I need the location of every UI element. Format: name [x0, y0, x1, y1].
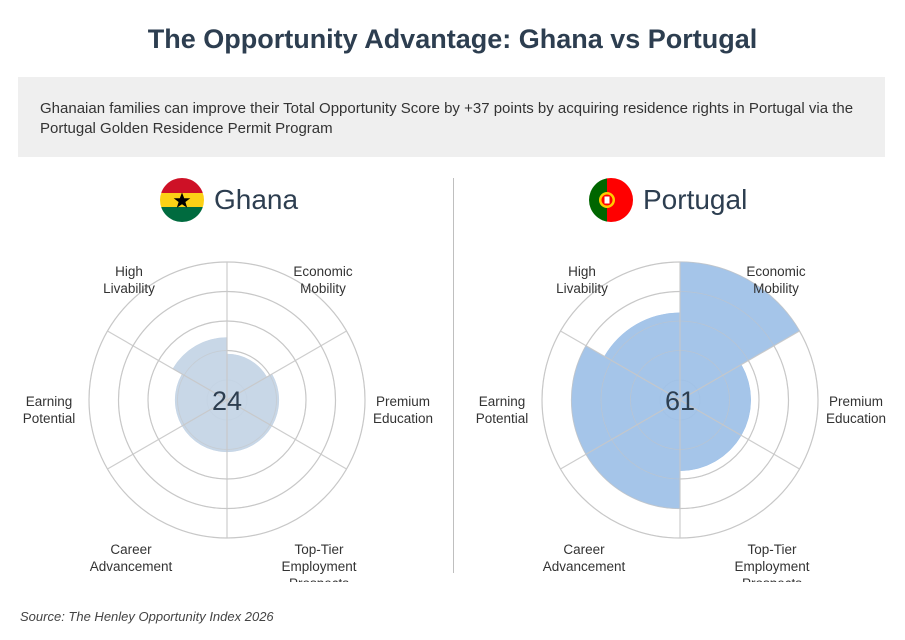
ghana-label-high-livability: High Livability	[103, 264, 155, 296]
ghana-spoke	[226, 399, 347, 470]
portugal-country-name: Portugal	[643, 184, 748, 215]
portugal-grid-ring-overlay	[630, 350, 730, 450]
ghana-sector-premium-education	[226, 373, 280, 427]
portugal-label-economic-mobility: Economic Mobility	[746, 264, 806, 296]
ghana-total-score: 24	[212, 386, 242, 416]
ghana-header: Ghana	[160, 178, 298, 222]
portugal-flag-icon	[589, 178, 633, 222]
portugal-spoke	[679, 330, 800, 401]
portugal-spoke	[560, 330, 681, 401]
chart-title: The Opportunity Advantage: Ghana vs Port…	[147, 24, 758, 54]
ghana-sector-earning-potential	[174, 373, 228, 427]
summary-banner: Ghanaian families can improve their Tota…	[18, 77, 885, 157]
portugal-grid-ring-overlay	[541, 261, 819, 539]
portugal-label-career-advancement: Career Advancement	[543, 542, 626, 574]
ghana-sector-top-tier-employment-prospects	[226, 399, 273, 453]
portugal-grid-ring-overlay	[600, 320, 760, 480]
ghana-country-name: Ghana	[214, 184, 299, 215]
ghana-spoke	[107, 399, 228, 470]
ghana-label-economic-mobility: Economic Mobility	[293, 264, 353, 296]
portugal-radar-chart: 61 Economic Mobility Premium Education Top-Ti…	[476, 261, 886, 582]
ghana-radar-chart: 24 Economic Mobility Premium Education Top-Ti…	[23, 261, 433, 582]
portugal-total-score: 61	[665, 386, 695, 416]
ghana-grid-ring-overlay	[177, 350, 277, 450]
ghana-label-career-advancement: Career Advancement	[90, 542, 173, 574]
ghana-sector-high-livability	[172, 337, 228, 401]
portugal-header: Portugal	[589, 178, 747, 222]
portugal-label-top-tier-employment-prospects: Top-TierEmploymentProspects	[734, 542, 809, 582]
summary-text: Ghanaian families can improve their Tota…	[40, 100, 854, 137]
portugal-grid-ring-overlay	[571, 291, 789, 509]
portugal-sector-premium-education	[679, 364, 751, 436]
portugal-sector-top-tier-employment-prospects	[679, 399, 742, 471]
portugal-label-premium-education: Premium Education	[826, 394, 886, 426]
portugal-label-earning-potential: Earning Potential	[476, 394, 529, 426]
ghana-grid-ring-overlay	[147, 320, 307, 480]
ghana-spoke	[226, 330, 347, 401]
ghana-sector-economic-mobility	[226, 353, 268, 401]
ghana-grid-ring-overlay	[118, 291, 336, 509]
panel-divider	[453, 178, 454, 573]
portugal-label-high-livability: High Livability	[556, 264, 608, 296]
ghana-label-premium-education: Premium Education	[373, 394, 433, 426]
ghana-spoke	[107, 330, 228, 401]
source-note: Source: The Henley Opportunity Index 202…	[20, 609, 274, 624]
ghana-flag-icon	[160, 178, 204, 222]
ghana-sector-career-advancement	[181, 399, 228, 453]
ghana-label-earning-potential: Earning Potential	[23, 394, 76, 426]
ghana-label-top-tier-employment-prospects: Top-TierEmploymentProspects	[281, 542, 356, 582]
portugal-spoke	[560, 399, 681, 470]
portugal-spoke	[679, 399, 800, 470]
ghana-grid-ring-overlay	[88, 261, 366, 539]
portugal-sector-high-livability	[604, 312, 681, 401]
